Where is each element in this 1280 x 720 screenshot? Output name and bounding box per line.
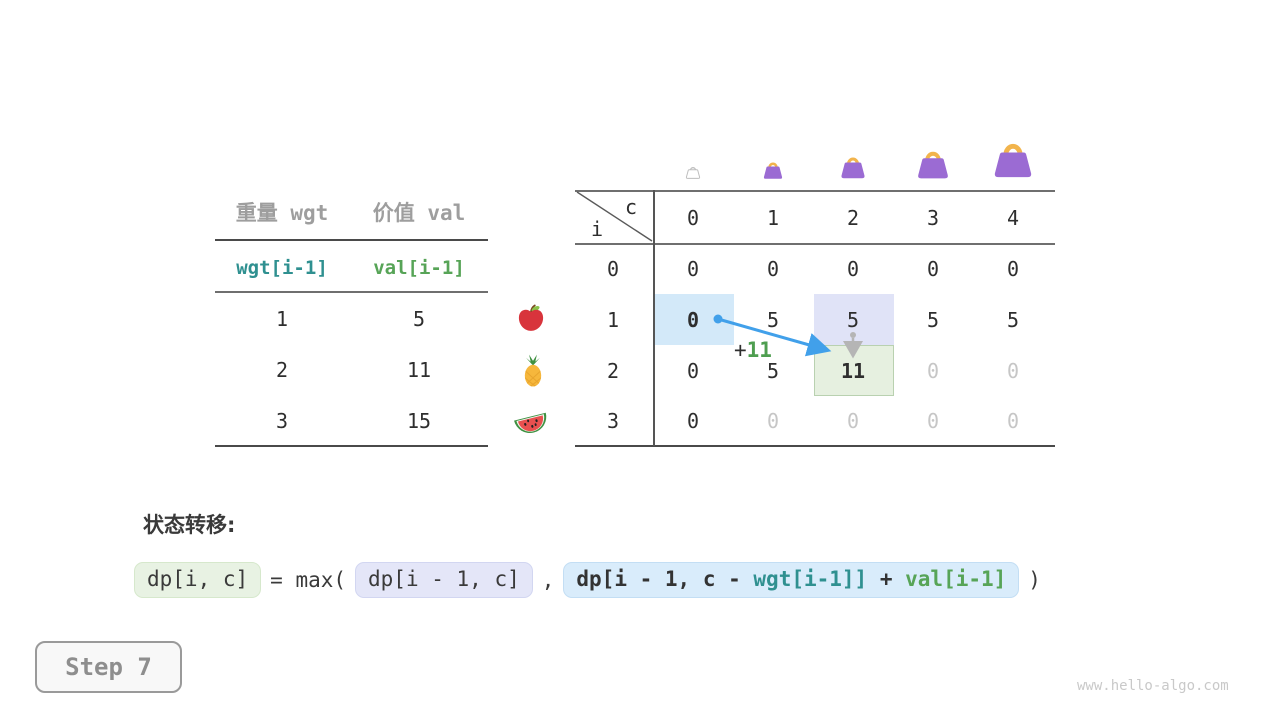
dp-cell-1-4: 5 <box>1006 308 1020 332</box>
pineapple-icon <box>519 353 547 389</box>
item-weight-3: 3 <box>275 409 289 433</box>
dp-cell-3-2: 0 <box>846 409 860 433</box>
formula-close-paren: ) <box>1028 568 1041 592</box>
items-table-val-index: val[i-1] <box>373 257 465 279</box>
dp-cell-3-4: 0 <box>1006 409 1020 433</box>
col-header-4: 4 <box>1006 206 1020 230</box>
add-value-annotation: +11 <box>734 338 772 362</box>
item-value-3: 15 <box>406 409 432 433</box>
dp-cell-3-0: 0 <box>686 409 700 433</box>
formula-lhs-box: dp[i, c] <box>134 562 262 598</box>
dp-cell-0-2: 0 <box>846 257 860 281</box>
dp-cell-0-4: 0 <box>1006 257 1020 281</box>
transition-formula: dp[i, c] = max( dp[i - 1, c] , dp[i - 1,… <box>134 562 1041 598</box>
dp-table-rule-top <box>575 190 1055 192</box>
row-header-3: 3 <box>606 409 620 433</box>
dp-cell-2-3: 0 <box>926 359 940 383</box>
formula-comma: , <box>541 568 555 592</box>
dp-cell-0-0: 0 <box>686 257 700 281</box>
row-header-1: 1 <box>606 308 620 332</box>
formula-arg2-val: val[i-1] <box>905 567 1007 591</box>
dp-cell-2-4: 0 <box>1006 359 1020 383</box>
item-value-2: 11 <box>406 358 432 382</box>
dp-cell-1-3: 5 <box>926 308 940 332</box>
formula-eq-max: = max( <box>270 568 347 592</box>
items-table-header-value: 价值 val <box>372 201 466 225</box>
items-table-header-weight: 重量 wgt <box>235 201 329 225</box>
watermark: www.hello-algo.com <box>1077 678 1229 694</box>
bag-icon-2 <box>839 153 867 181</box>
dp-table-rule-header <box>575 243 1055 245</box>
row-header-0: 0 <box>606 257 620 281</box>
dp-cell-1-1: 5 <box>766 308 780 332</box>
item-weight-2: 2 <box>275 358 289 382</box>
dp-cell-3-1: 0 <box>766 409 780 433</box>
dp-cell-1-2: 5 <box>846 308 860 332</box>
col-header-2: 2 <box>846 206 860 230</box>
bag-icon-4 <box>991 137 1035 182</box>
formula-arg2-prefix: dp[i - 1, c - <box>576 567 754 591</box>
dp-cell-0-3: 0 <box>926 257 940 281</box>
formula-arg2-box: dp[i - 1, c - wgt[i-1]] + val[i-1] <box>563 562 1020 598</box>
dp-cell-0-1: 0 <box>766 257 780 281</box>
items-table-rule-mid <box>215 291 488 293</box>
item-weight-1: 1 <box>275 307 289 331</box>
dp-table-rule-vertical <box>653 190 655 446</box>
transition-heading: 状态转移: <box>143 513 236 537</box>
empty-bag-icon <box>685 164 701 180</box>
row-header-2: 2 <box>606 359 620 383</box>
corner-col-var: c <box>624 195 638 219</box>
added-value: 11 <box>746 338 772 362</box>
formula-arg2-wgt: wgt[i-1]] <box>753 567 868 591</box>
corner-row-var: i <box>590 217 604 241</box>
dp-table-rule-bottom <box>575 445 1055 447</box>
dp-cell-2-0: 0 <box>686 359 700 383</box>
dp-cell-1-0: 0 <box>686 308 700 332</box>
items-table-rule-bottom <box>215 445 488 447</box>
formula-arg1-box: dp[i - 1, c] <box>355 562 533 598</box>
col-header-1: 1 <box>766 206 780 230</box>
items-table-wgt-index: wgt[i-1] <box>236 257 328 279</box>
col-header-0: 0 <box>686 206 700 230</box>
formula-arg2-plus: + <box>867 567 906 591</box>
dp-cell-2-2: 11 <box>840 359 866 383</box>
step-button[interactable]: Step 7 <box>35 641 182 693</box>
corner-diagonal-line <box>576 191 653 242</box>
bag-icon-3 <box>915 146 951 182</box>
plus-sign: + <box>734 338 747 362</box>
bag-icon-1 <box>762 159 784 181</box>
watermelon-icon <box>511 407 551 437</box>
dp-cell-3-3: 0 <box>926 409 940 433</box>
items-table-rule-top <box>215 239 488 241</box>
apple-icon <box>516 303 546 333</box>
col-header-3: 3 <box>926 206 940 230</box>
item-value-1: 5 <box>412 307 426 331</box>
dp-cell-2-1: 5 <box>766 359 780 383</box>
